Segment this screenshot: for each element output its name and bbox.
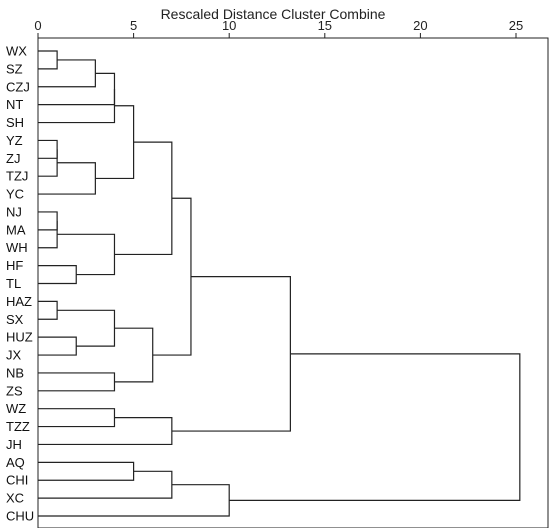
cluster-link <box>38 211 58 231</box>
leaf-label: SX <box>6 312 24 327</box>
leaf-label: ZJ <box>6 151 20 166</box>
cluster-link <box>38 372 116 392</box>
leaf-label: XC <box>6 491 24 506</box>
cluster-link <box>38 265 77 285</box>
cluster-link <box>38 89 116 124</box>
leaf-label: NB <box>6 365 24 380</box>
leaf-label: HUZ <box>6 330 33 345</box>
leaf-label: AQ <box>6 455 25 470</box>
cluster-link <box>38 59 96 88</box>
cluster-link <box>38 470 173 499</box>
chart-title: Rescaled Distance Cluster Combine <box>161 6 386 22</box>
cluster-link <box>114 327 154 383</box>
leaf-label: HF <box>6 258 23 273</box>
leaf-label: JH <box>6 437 22 452</box>
leaf-label: CHI <box>6 473 28 488</box>
cluster-link <box>38 72 116 106</box>
cluster-link <box>114 141 173 256</box>
leaf-label: NT <box>6 97 23 112</box>
cluster-link <box>38 220 58 249</box>
x-tick-label: 5 <box>130 18 137 33</box>
cluster-link <box>38 139 58 159</box>
leaf-label: WX <box>6 44 27 59</box>
cluster-link <box>38 336 77 356</box>
cluster-link <box>38 50 58 70</box>
leaf-labels: WX SZ CZJ NT SH YZ ZJ TZJ YC NJ MA WH HF TL HAZ SX HUZ JX… <box>6 44 34 524</box>
leaf-label: SH <box>6 115 24 130</box>
leaf-label: WH <box>6 240 28 255</box>
leaf-label: CHU <box>6 509 34 524</box>
leaf-label: ZS <box>6 383 23 398</box>
cluster-link <box>38 162 96 195</box>
leaf-label: NJ <box>6 204 22 219</box>
cluster-link <box>57 309 116 347</box>
cluster-link <box>38 417 173 446</box>
leaf-label: TZJ <box>6 169 28 184</box>
cluster-link <box>229 353 521 501</box>
cluster-link <box>38 149 58 177</box>
x-axis: 0 5 10 15 20 25 <box>34 18 523 39</box>
cluster-link <box>171 276 291 432</box>
leaf-label: YZ <box>6 133 23 148</box>
x-tick-label: 20 <box>413 18 427 33</box>
leaf-label: SZ <box>6 61 23 76</box>
x-tick-label: 0 <box>34 18 41 33</box>
dendrogram-links <box>38 50 521 517</box>
leaf-label: CZJ <box>6 79 30 94</box>
leaf-label: YC <box>6 187 24 202</box>
x-tick-label: 15 <box>318 18 332 33</box>
leaf-label: TL <box>6 276 21 291</box>
cluster-link <box>38 461 135 481</box>
cluster-link <box>57 233 116 276</box>
leaf-label: HAZ <box>6 294 32 309</box>
x-tick-label: 10 <box>222 18 236 33</box>
leaf-label: JX <box>6 348 22 363</box>
leaf-label: MA <box>6 222 26 237</box>
leaf-label: WZ <box>6 401 26 416</box>
cluster-link <box>38 300 58 320</box>
x-tick-label: 25 <box>509 18 523 33</box>
cluster-link <box>38 408 116 428</box>
cluster-link <box>38 484 230 517</box>
leaf-label: TZZ <box>6 419 30 434</box>
